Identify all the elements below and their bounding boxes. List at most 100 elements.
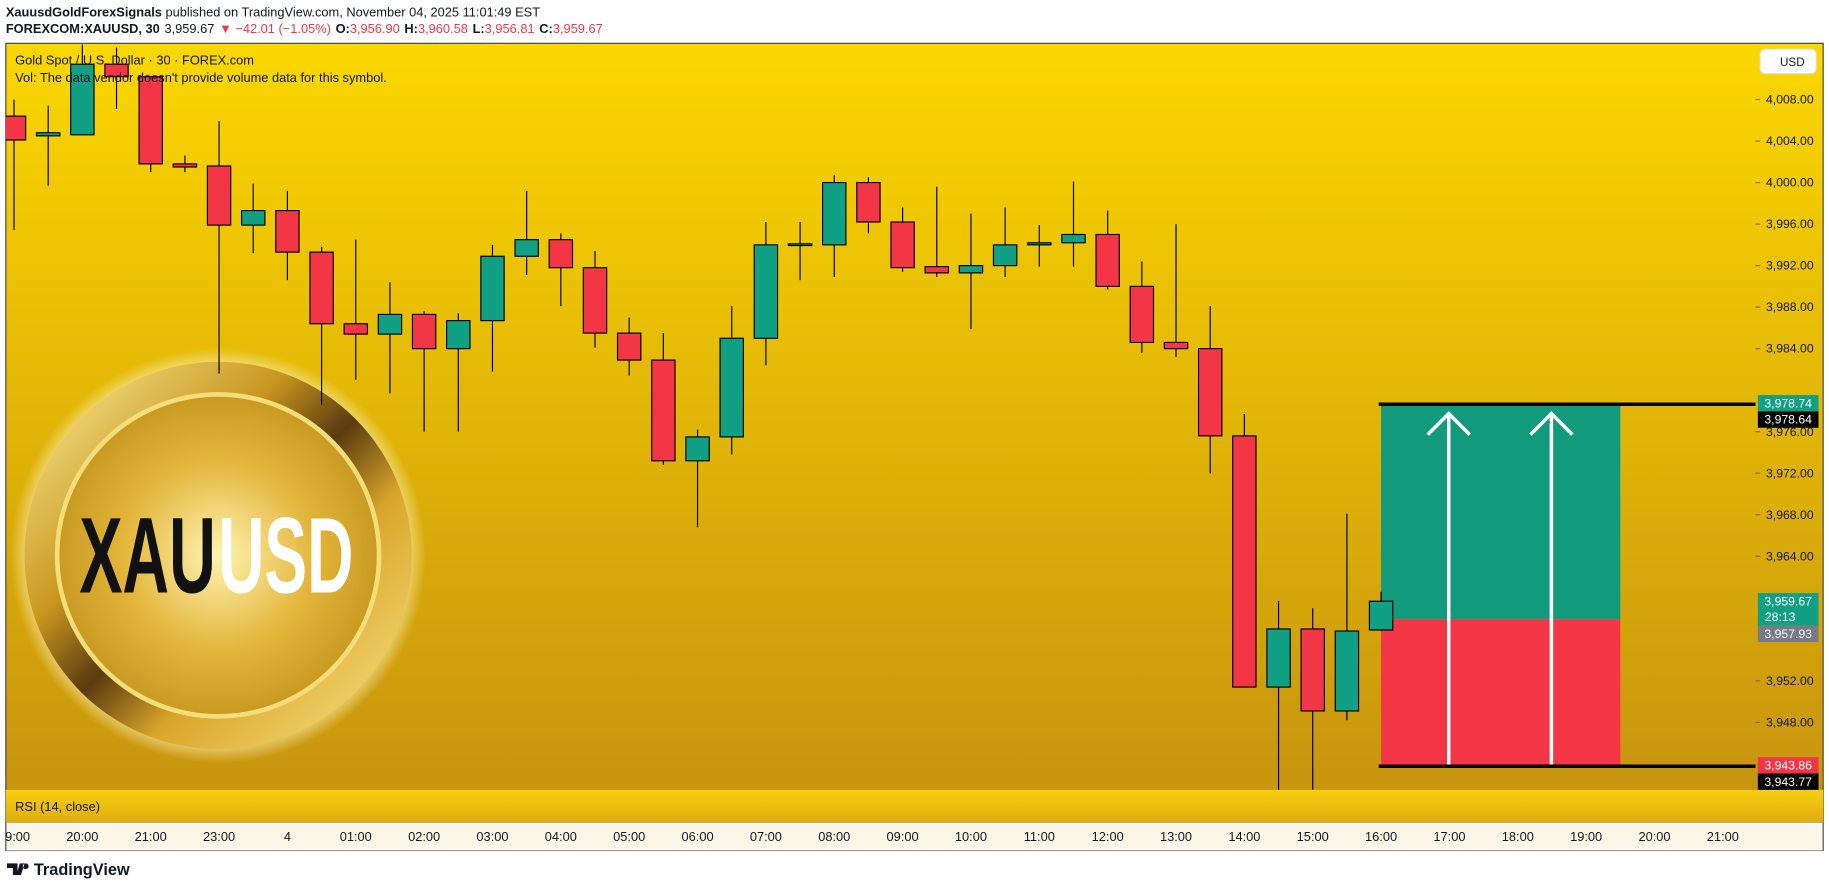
arrow — [1529, 411, 1574, 767]
countdown: 28:13 — [1765, 610, 1796, 624]
candle-body — [719, 337, 744, 438]
x-tick-label: 10:00 — [955, 829, 987, 844]
candle-body — [480, 255, 505, 322]
currency-button[interactable] — [1759, 48, 1817, 75]
candle-body — [172, 163, 198, 168]
candle-body — [5, 115, 27, 141]
x-axis: 19:00 20:00 21:00 23:00 4 01:00 02:00 03:00 04:0… — [0, 829, 1739, 844]
x-tick-label: 06:00 — [681, 829, 713, 844]
candle-body — [1129, 285, 1155, 344]
y-tick-label: 3,952.00 — [1766, 674, 1814, 688]
x-tick-label: 02:00 — [408, 829, 440, 844]
x-tick-label: 4 — [284, 829, 291, 844]
candle-body — [377, 313, 403, 335]
price-label: 3,957.93 — [1764, 627, 1812, 641]
candle-body — [822, 181, 847, 246]
x-tick-label: 04:00 — [545, 829, 577, 844]
coin: XAU USD — [10, 347, 426, 764]
candle-body — [582, 267, 608, 334]
brand-name: TradingView — [34, 861, 130, 879]
indicator-label: RSI (14, close) — [15, 799, 100, 814]
profit-zone — [1381, 404, 1621, 620]
candle-body — [1027, 242, 1052, 246]
plot — [5, 44, 1621, 790]
candle-body — [651, 359, 676, 462]
x-tick-label: 05:00 — [613, 829, 645, 844]
candle-body — [104, 63, 129, 78]
x-tick-label: 07:00 — [750, 829, 782, 844]
candle-body — [1334, 630, 1360, 712]
x-tick-label: 20:00 — [66, 829, 98, 844]
candle-body — [70, 63, 95, 136]
ohlc-label: C: — [539, 21, 553, 36]
rsi-pane — [5, 789, 1824, 823]
candle-body — [685, 436, 710, 462]
y-tick-label: 3,964.00 — [1766, 549, 1814, 563]
candle-body — [343, 323, 369, 335]
header-line: XauusdGoldForexSignals published on Tradi… — [6, 4, 540, 19]
x-tick-label: 20:00 — [1638, 829, 1670, 844]
candle-body — [446, 320, 471, 350]
coin-face — [54, 392, 382, 719]
candle-body — [411, 313, 437, 350]
x-tick-label: 12:00 — [1092, 829, 1124, 844]
brand: TradingView — [6, 861, 130, 879]
header-line: FOREXCOM:XAUUSD, 30 3,959.67 ▼ −42.01 (−1.… — [6, 21, 603, 36]
price-label: 3,943.77 — [1764, 775, 1812, 789]
price-axis: 4,008.00 4,004.00 4,000.00 3,996.00 3,992.00… — [1755, 93, 1814, 729]
x-tick-label: 14:00 — [1228, 829, 1260, 844]
x-tick-label: 17:00 — [1433, 829, 1465, 844]
x-tick-label: 18:00 — [1502, 829, 1534, 844]
y-tick-label: 4,004.00 — [1766, 134, 1814, 148]
candle-body — [890, 221, 915, 269]
x-tick-label: 08:00 — [818, 829, 850, 844]
price-label-box — [1757, 757, 1819, 774]
badge-left: XAU — [79, 496, 215, 616]
legend-title: Gold Spot / U.S. Dollar · 30 · FOREX.com — [15, 52, 254, 67]
candle-body — [856, 181, 881, 223]
ohlc-value: 3,959.67 — [553, 21, 603, 36]
time-axis — [6, 822, 1823, 851]
y-tick-label: 3,968.00 — [1766, 508, 1814, 522]
candle-body — [240, 210, 266, 226]
ohlc-label: L: — [473, 21, 485, 36]
x-tick-label: 09:00 — [887, 829, 919, 844]
x-tick-label: 11:00 — [1024, 829, 1055, 844]
price-label-box — [1757, 395, 1819, 412]
candle-body — [35, 132, 61, 137]
author: XauusdGoldForexSignals — [6, 4, 162, 19]
candle-body — [787, 243, 813, 247]
badge-right: USD — [218, 496, 353, 616]
candle-body — [1163, 341, 1189, 350]
candle-body — [1232, 435, 1257, 688]
candle-body — [206, 165, 232, 226]
x-tick-label: 21:00 — [1707, 829, 1739, 844]
y-tick-label: 3,972.00 — [1766, 466, 1814, 480]
candle-body — [1095, 233, 1120, 287]
candle-body — [514, 239, 539, 257]
candle-body — [1368, 600, 1394, 631]
ohlc-label: H: — [404, 21, 418, 36]
y-tick-label: 3,948.00 — [1766, 715, 1814, 729]
x-tick-label: 03:00 — [476, 829, 508, 844]
arrow — [1426, 411, 1471, 767]
brand-logo — [6, 863, 29, 876]
candle-body — [1300, 628, 1325, 712]
candle-body — [138, 76, 163, 165]
y-tick-label: 3,988.00 — [1766, 300, 1814, 314]
y-tick-label: 3,996.00 — [1766, 217, 1814, 231]
candle-body — [616, 332, 642, 361]
x-tick-label: 19:00 — [0, 829, 30, 844]
x-tick-label: 13:00 — [1160, 829, 1192, 844]
loss-zone — [1381, 619, 1621, 767]
ohlc-value: 3,960.58 — [418, 21, 468, 36]
price-label-box — [1757, 625, 1819, 643]
symbol: FOREXCOM:XAUUSD, 30 — [6, 21, 160, 36]
candle-body — [275, 210, 300, 253]
x-tick-label: 19:00 — [1570, 829, 1602, 844]
y-tick-label: 3,984.00 — [1766, 342, 1814, 356]
legend-volume: Vol: The data vendor doesn't provide vol… — [15, 70, 387, 85]
y-tick-label: 3,976.00 — [1766, 425, 1814, 439]
